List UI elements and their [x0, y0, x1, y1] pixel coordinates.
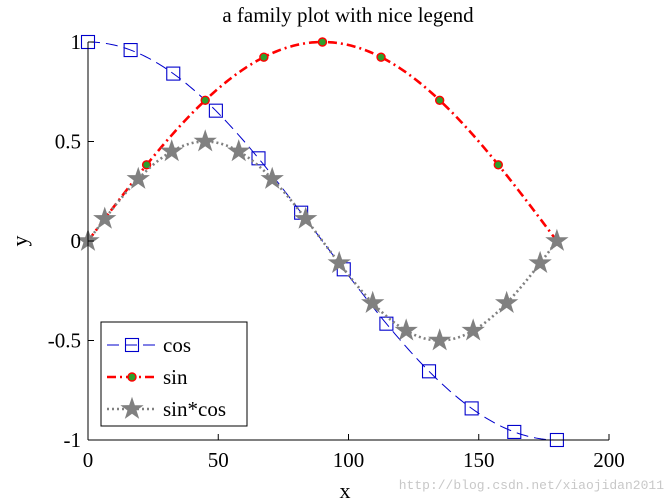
data-point-cos	[379, 316, 394, 331]
x-axis-label: x	[340, 478, 351, 503]
series-line-cos	[87, 41, 557, 441]
chart-title: a family plot with nice legend	[222, 3, 474, 27]
data-point-sin	[141, 160, 152, 170]
plot-content	[76, 34, 569, 448]
data-point-sin-cos	[394, 318, 418, 341]
series-line-sin	[86, 40, 558, 242]
y-tick-label: 1	[71, 30, 82, 54]
legend-label-sin: sin	[163, 365, 188, 389]
data-point-sin-cos	[126, 166, 150, 189]
x-tick-label: 100	[333, 448, 365, 472]
data-point-sin-cos	[227, 139, 251, 162]
data-point-sin-cos	[193, 129, 217, 152]
data-point-sin-cos	[494, 290, 519, 313]
watermark: http://blog.csdn.net/xiaojidan2011	[399, 478, 664, 493]
data-point-sin-cos	[545, 228, 569, 251]
data-point-sin	[434, 95, 445, 105]
series-cos	[80, 34, 564, 448]
data-point-sin-cos	[160, 139, 184, 162]
legend-marker-sin-cos	[120, 396, 144, 419]
data-point-sin	[317, 37, 328, 47]
data-point-sin-cos	[528, 250, 552, 274]
legend-marker-sin	[127, 372, 137, 382]
data-point-sin	[493, 160, 503, 170]
y-tick-label: 0.5	[55, 130, 81, 154]
data-point-sin-cos	[428, 328, 452, 351]
x-tick-label: 200	[593, 448, 625, 472]
data-point-sin-cos	[361, 290, 385, 313]
x-tick-label: 0	[83, 448, 94, 472]
y-tick-label: -1	[64, 428, 82, 452]
legend-label-sin-cos: sin*cos	[163, 397, 226, 421]
data-point-sin	[376, 52, 386, 62]
data-point-sin-cos	[327, 250, 351, 274]
legend-label-cos: cos	[163, 333, 191, 357]
x-tick-label: 50	[208, 448, 229, 472]
x-tick-label: 150	[463, 448, 495, 472]
axes: 0 50 100 150 200 -1 -0.5 0 0.5 1	[48, 30, 625, 472]
series-line-sin-cos	[86, 140, 558, 342]
y-tick-label: 0	[71, 229, 82, 253]
legend: cos sin sin*cos	[100, 321, 248, 427]
data-point-sin-cos	[260, 166, 284, 189]
data-point-cos	[507, 424, 522, 439]
data-point-sin-cos	[461, 318, 485, 341]
data-point-cos	[421, 364, 437, 379]
data-point-cos	[123, 43, 138, 58]
data-point-sin	[200, 95, 210, 105]
data-point-cos	[208, 103, 223, 118]
y-axis-label: y	[7, 236, 32, 247]
y-tick-label: -0.5	[48, 329, 81, 353]
series-sin	[83, 37, 562, 246]
legend-marker-cos	[124, 337, 140, 353]
data-point-cos	[166, 66, 181, 81]
data-point-sin-cos	[294, 206, 318, 229]
data-point-sin	[259, 52, 269, 62]
data-point-cos	[464, 401, 479, 416]
data-point-sin-cos	[93, 206, 117, 229]
data-point-cos	[251, 151, 266, 166]
